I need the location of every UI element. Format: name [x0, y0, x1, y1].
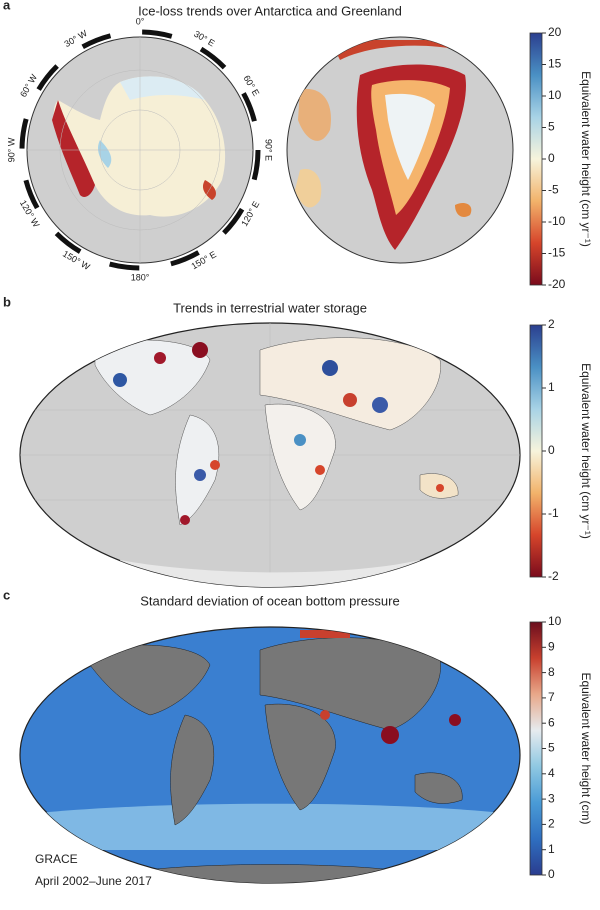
longitude-label: 30° E — [192, 29, 216, 49]
colorbar-tick-label: 15 — [548, 57, 562, 71]
colorbar — [529, 621, 543, 876]
colorbar-tick-label: -10 — [548, 214, 566, 228]
colorbar-tick-label: -15 — [548, 246, 566, 260]
colorbar-tick-label: 0 — [548, 151, 555, 165]
source-label: GRACE — [35, 852, 78, 866]
panel-letter: b — [3, 294, 11, 309]
colorbar-tick-label: 0 — [548, 443, 555, 457]
land-map — [19, 322, 521, 588]
colorbar-tick-label: 2 — [548, 817, 555, 831]
colorbar-label: Equivalent water height (cm yr⁻¹) — [579, 71, 593, 247]
colorbar-tick-label: 9 — [548, 639, 555, 653]
colorbar-tick-label: 2 — [548, 317, 555, 331]
colorbar-tick-label: 6 — [548, 715, 555, 729]
longitude-label: 90° W — [6, 137, 16, 162]
colorbar-tick-label: -2 — [548, 569, 559, 583]
panel-letter: a — [3, 0, 11, 12]
longitude-label: 120° W — [18, 198, 42, 229]
longitude-label: 180° — [131, 272, 150, 282]
colorbar-tick-label: -1 — [548, 506, 559, 520]
longitude-label: 0° — [136, 16, 145, 26]
colorbar — [529, 324, 543, 578]
longitude-label: 120° E — [239, 199, 261, 227]
colorbar-tick-label: 5 — [548, 741, 555, 755]
ocean-map — [19, 626, 521, 884]
period-label: April 2002–June 2017 — [35, 874, 152, 888]
colorbar-label: Equivalent water height (cm yr⁻¹) — [579, 363, 593, 539]
colorbar-tick-label: 3 — [548, 791, 555, 805]
colorbar-tick-label: 1 — [548, 842, 555, 856]
colorbar-tick-label: 1 — [548, 380, 555, 394]
colorbar-tick-label: -5 — [548, 183, 559, 197]
panel-title: Ice-loss trends over Antarctica and Gree… — [138, 3, 402, 18]
antarctica-map — [19, 29, 261, 271]
colorbar-tick-label: 10 — [548, 614, 562, 628]
longitude-label: 60° W — [18, 72, 39, 99]
colorbar-tick-label: 7 — [548, 690, 555, 704]
colorbar-tick-label: 5 — [548, 120, 555, 134]
colorbar-tick-label: 8 — [548, 665, 555, 679]
colorbar-tick-label: 0 — [548, 867, 555, 881]
colorbar-tick-label: -20 — [548, 277, 566, 291]
panel-title: Standard deviation of ocean bottom press… — [140, 593, 399, 608]
colorbar-tick-label: 4 — [548, 766, 555, 780]
colorbar — [529, 32, 543, 286]
panel-title: Trends in terrestrial water storage — [173, 300, 367, 315]
panel-letter: c — [3, 587, 10, 602]
colorbar-tick-label: 20 — [548, 25, 562, 39]
longitude-label: 90° E — [264, 139, 274, 161]
colorbar-tick-label: 10 — [548, 88, 562, 102]
greenland-map — [286, 36, 514, 264]
colorbar-label: Equivalent water height (cm) — [579, 672, 593, 824]
